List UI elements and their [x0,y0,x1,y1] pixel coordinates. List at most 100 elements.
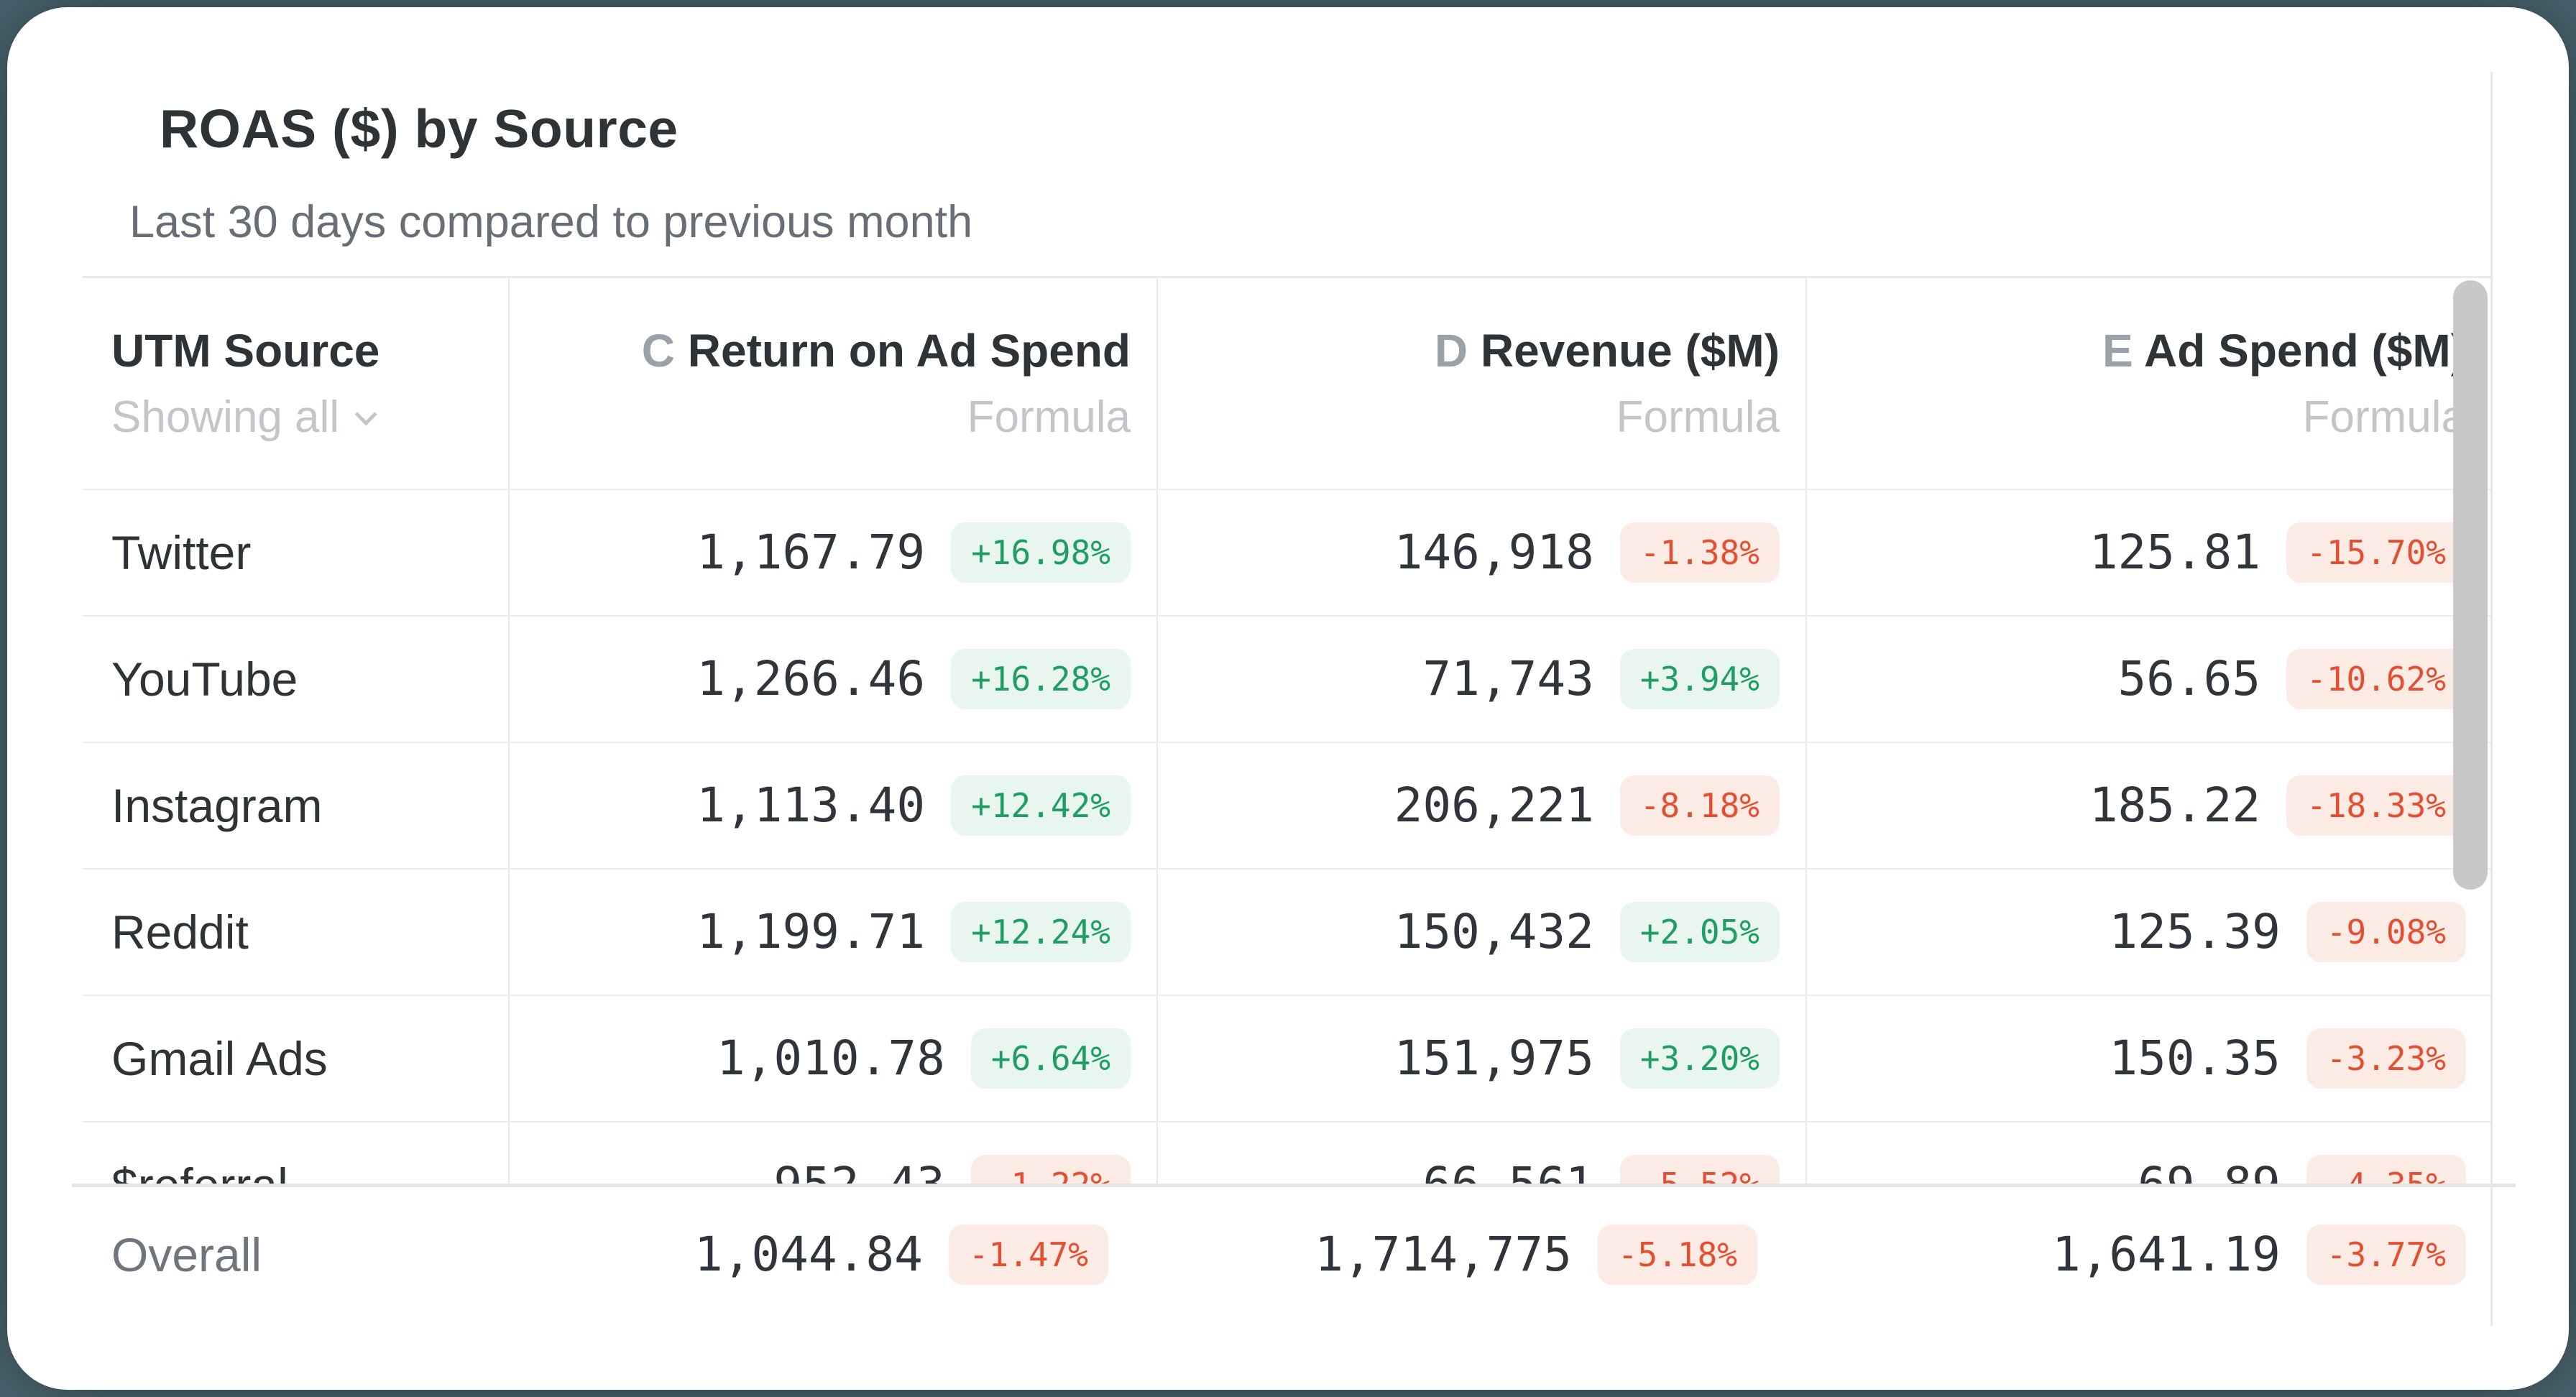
source-filter-dropdown[interactable]: Showing all [111,392,377,442]
adspend-cell: 150.35 -3.23% [1807,996,2492,1121]
page-title: ROAS ($) by Source [160,98,678,159]
table-row: YouTube 1,266.46 +16.28% 71,743 +3.94% 5… [83,617,2492,743]
column-header-revenue[interactable]: D Revenue ($M) Formula [1158,278,1807,489]
roas-value: 1,167.79 [696,525,926,580]
overall-label: Overall [111,1228,262,1281]
roas-cell: 1,010.78 +6.64% [510,996,1158,1121]
table-footer-row-overall: Overall 1,044.84 -1.47% 1,714,775 -5.18%… [72,1184,2516,1322]
table-row: Instagram 1,113.40 +12.42% 206,221 -8.18… [83,743,2492,870]
column-header-roas[interactable]: C Return on Ad Spend Formula [510,278,1158,489]
column-header-utm-source: UTM Source Showing all [83,278,510,489]
adspend-delta-badge: -3.23% [2306,1028,2466,1089]
source-label: Instagram [111,779,323,832]
overall-adspend-cell: 1,641.19 -3.77% [1807,1187,2516,1322]
table-body: Twitter 1,167.79 +16.98% 146,918 -1.38% … [83,490,2492,1184]
adspend-header-label: E Ad Spend ($M) [2102,324,2466,377]
source-filter-label: Showing all [111,392,340,442]
roas-header-label: C Return on Ad Spend [641,324,1131,377]
adspend-cell: 69.89 -4.35% [1807,1122,2492,1184]
chevron-down-icon [354,402,377,425]
adspend-delta-badge: -10.62% [2286,649,2466,709]
revenue-delta-badge: -1.38% [1619,522,1780,583]
revenue-delta-badge: -8.18% [1619,775,1780,836]
source-cell: $referral [83,1122,510,1184]
roas-cell: 1,199.71 +12.24% [510,870,1158,995]
revenue-value: 66,561 [1422,1161,1593,1184]
source-cell: Twitter [83,490,510,615]
revenue-cell: 151,975 +3.20% [1158,996,1807,1121]
revenue-delta-badge: +3.94% [1619,649,1780,709]
source-label: YouTube [111,653,298,706]
revenue-value: 151,975 [1394,1031,1594,1086]
revenue-cell: 66,561 -5.52% [1158,1122,1807,1184]
column-header-adspend[interactable]: E Ad Spend ($M) Formula [1807,278,2492,489]
source-label: Reddit [111,905,249,959]
table-row: $referral 952.43 -1.22% 66,561 -5.52% 69… [83,1122,2492,1184]
revenue-delta-badge: -5.52% [1619,1155,1780,1184]
adspend-cell: 125.39 -9.08% [1807,870,2492,995]
revenue-value: 71,743 [1422,651,1594,706]
roas-delta-badge: +6.64% [970,1028,1131,1089]
roas-cell: 1,167.79 +16.98% [510,490,1158,615]
roas-value: 952.43 [773,1161,944,1184]
roas-widget-card: ROAS ($) by Source Last 30 days compared… [7,7,2569,1390]
vertical-scrollbar-thumb[interactable] [2453,280,2488,890]
overall-adspend-value: 1,641.19 [2051,1227,2281,1282]
roas-delta-badge: +16.28% [951,649,1131,709]
roas-formula-label: Formula [967,392,1131,442]
page-subtitle: Last 30 days compared to previous month [129,197,973,247]
revenue-value: 206,221 [1394,778,1594,833]
overall-roas-value: 1,044.84 [694,1227,923,1282]
adspend-cell: 125.81 -15.70% [1807,490,2492,615]
adspend-value: 56.65 [2117,651,2261,706]
source-label: $referral [111,1161,288,1184]
revenue-cell: 71,743 +3.94% [1158,617,1807,742]
column-letter-c: C [641,324,675,377]
roas-value: 1,010.78 [716,1031,945,1086]
table-row: Twitter 1,167.79 +16.98% 146,918 -1.38% … [83,490,2492,617]
roas-cell: 952.43 -1.22% [510,1122,1158,1184]
revenue-value: 150,432 [1394,904,1594,959]
revenue-delta-badge: +3.20% [1619,1028,1780,1089]
adspend-delta-badge: -4.35% [2306,1155,2466,1184]
adspend-value: 69.89 [2138,1161,2281,1184]
table-row: Gmail Ads 1,010.78 +6.64% 151,975 +3.20%… [83,996,2492,1122]
table-row: Reddit 1,199.71 +12.24% 150,432 +2.05% 1… [83,870,2492,996]
column-letter-e: E [2102,324,2133,377]
overall-revenue-cell: 1,714,775 -5.18% [1158,1187,1807,1322]
source-cell: Reddit [83,870,510,995]
utm-source-header-label: UTM Source [111,324,380,377]
adspend-cell: 56.65 -10.62% [1807,617,2492,742]
roas-delta-badge: +16.98% [951,522,1131,583]
roas-value: 1,199.71 [696,904,926,959]
table-right-border [2490,72,2493,1326]
revenue-cell: 206,221 -8.18% [1158,743,1807,868]
table-header-row: UTM Source Showing all C Return on Ad Sp… [83,276,2492,490]
column-letter-d: D [1434,324,1468,377]
adspend-delta-badge: -18.33% [2286,775,2466,836]
overall-label-cell: Overall [72,1187,510,1322]
source-label: Gmail Ads [111,1032,328,1085]
roas-cell: 1,113.40 +12.42% [510,743,1158,868]
revenue-formula-label: Formula [1616,392,1780,442]
roas-table: UTM Source Showing all C Return on Ad Sp… [83,276,2492,1184]
overall-roas-delta-badge: -1.47% [948,1225,1108,1285]
roas-delta-badge: -1.22% [970,1155,1131,1184]
source-cell: Instagram [83,743,510,868]
roas-cell: 1,266.46 +16.28% [510,617,1158,742]
revenue-delta-badge: +2.05% [1619,902,1780,962]
revenue-header-label: D Revenue ($M) [1434,324,1780,377]
adspend-formula-label: Formula [2302,392,2466,442]
roas-value: 1,266.46 [696,651,926,706]
source-cell: YouTube [83,617,510,742]
adspend-delta-badge: -15.70% [2286,522,2466,583]
revenue-cell: 146,918 -1.38% [1158,490,1807,615]
source-label: Twitter [111,526,252,579]
adspend-delta-badge: -9.08% [2306,902,2466,962]
adspend-value: 185.22 [2089,778,2261,833]
roas-delta-badge: +12.24% [951,902,1131,962]
roas-value: 1,113.40 [696,778,926,833]
revenue-value: 146,918 [1394,525,1594,580]
overall-revenue-delta-badge: -5.18% [1597,1225,1757,1285]
